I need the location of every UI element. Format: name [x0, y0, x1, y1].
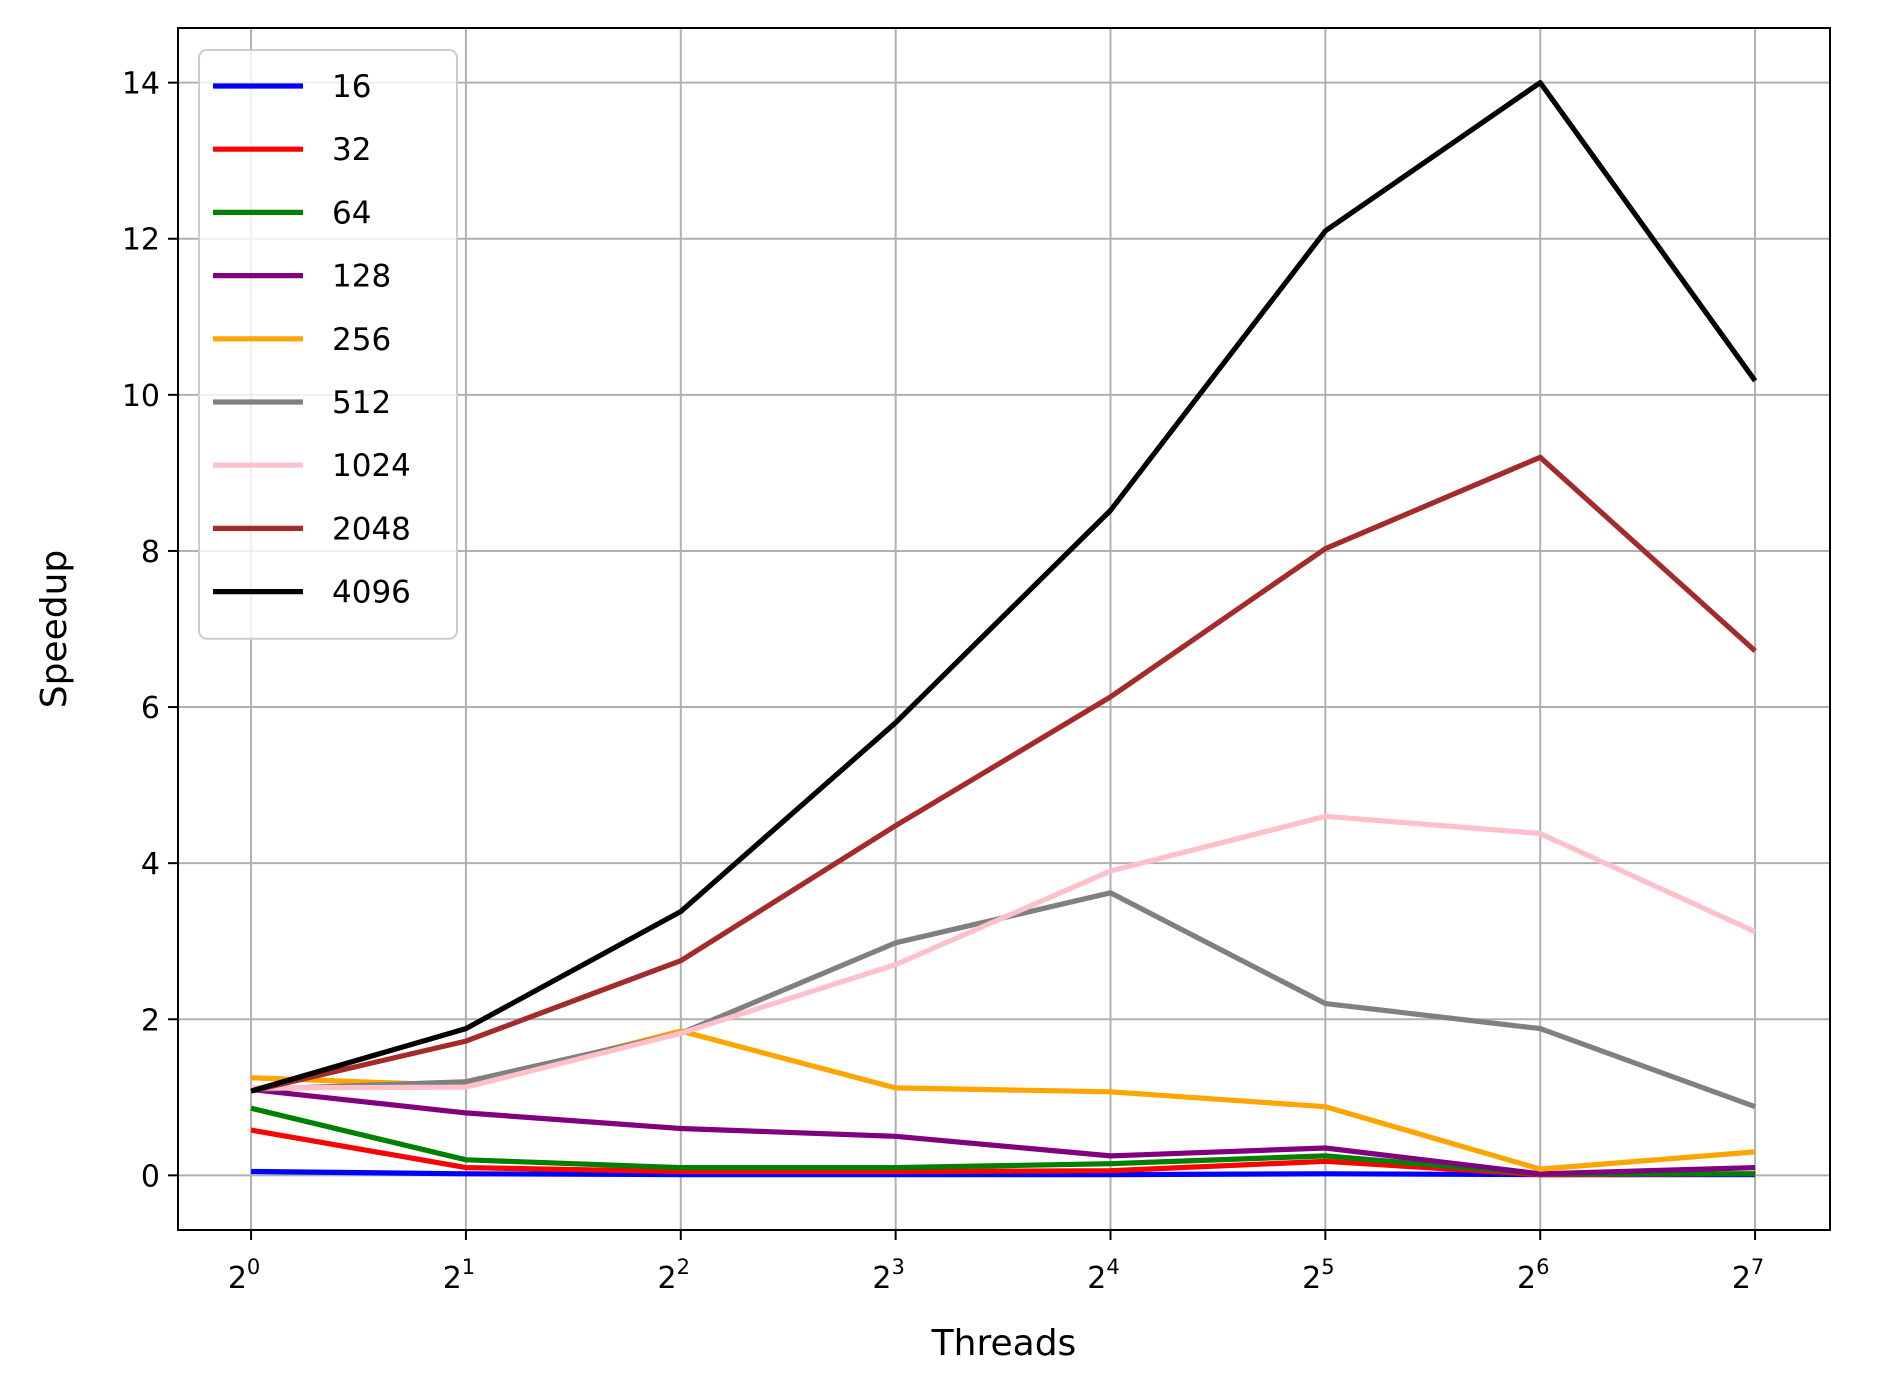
x-tick-label: 26	[1517, 1255, 1549, 1296]
y-tick-label: 2	[141, 1003, 160, 1038]
legend-label-1024: 1024	[332, 448, 411, 484]
legend-label-16: 16	[332, 69, 371, 105]
x-axis-ticks: 20 21 22 23 24 25 26 27	[228, 1230, 1764, 1296]
legend-label-256: 256	[332, 322, 391, 358]
legend-label-512: 512	[332, 385, 391, 421]
y-tick-label: 6	[141, 691, 160, 726]
y-axis-ticks: 0 2 4 6 8 10 12 14	[122, 67, 178, 1194]
x-tick-label: 25	[1302, 1255, 1334, 1296]
y-tick-label: 4	[141, 847, 160, 882]
y-tick-label: 8	[141, 535, 160, 570]
legend-label-4096: 4096	[332, 575, 411, 611]
x-tick-label: 23	[872, 1255, 904, 1296]
series-line-2048	[250, 454, 1757, 1094]
y-tick-label: 14	[122, 67, 160, 102]
series-lines	[250, 79, 1758, 1178]
y-axis-title: Speedup	[34, 550, 75, 709]
y-tick-label: 12	[122, 223, 160, 258]
x-tick-label: 24	[1087, 1255, 1119, 1296]
x-axis-title: Threads	[931, 1323, 1077, 1364]
legend-label-64: 64	[332, 195, 371, 231]
series-line-128	[250, 1086, 1756, 1177]
x-tick-label: 20	[228, 1255, 260, 1296]
legend-label-128: 128	[332, 259, 391, 295]
legend: 16 32 64 128 256 512 1024 2048 4096	[198, 49, 458, 640]
x-tick-label: 22	[658, 1255, 690, 1296]
y-tick-label: 0	[141, 1159, 160, 1194]
series-line-1024	[251, 813, 1757, 1091]
legend-label-2048: 2048	[332, 511, 411, 547]
series-line-4096	[250, 79, 1758, 1094]
x-tick-label: 21	[443, 1255, 475, 1296]
legend-label-32: 32	[332, 132, 371, 168]
x-tick-label: 27	[1732, 1255, 1764, 1296]
plot-area-frame	[177, 27, 1831, 1231]
legend-box	[198, 49, 458, 640]
y-tick-label: 10	[122, 379, 160, 414]
series-line-512	[251, 890, 1756, 1110]
